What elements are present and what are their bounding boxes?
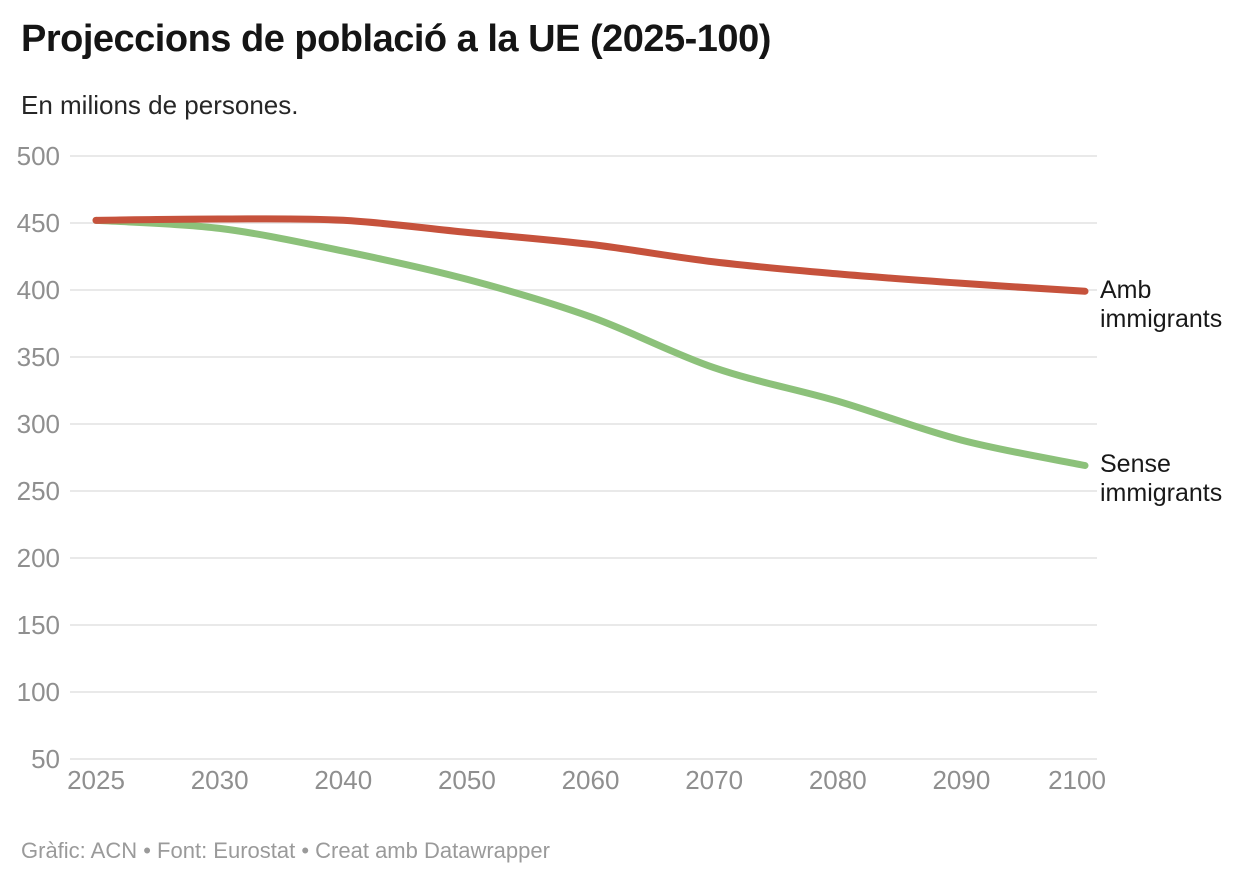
x-tick-label: 2100 (1048, 765, 1106, 795)
series-label-sense-immigrants: Sense immigrants (1100, 450, 1223, 507)
y-tick-label: 200 (17, 543, 60, 573)
x-tick-label: 2040 (314, 765, 372, 795)
y-tick-label: 300 (17, 409, 60, 439)
x-tick-label: 2050 (438, 765, 496, 795)
y-tick-label: 450 (17, 208, 60, 238)
x-tick-label: 2060 (562, 765, 620, 795)
x-tick-label: 2070 (685, 765, 743, 795)
series-label-amb-immigrants: Amb immigrants (1100, 276, 1223, 333)
y-tick-label: 350 (17, 342, 60, 372)
x-tick-label: 2025 (67, 765, 125, 795)
y-tick-label: 500 (17, 141, 60, 171)
series-line-sense-immigrants (92, 216, 1089, 469)
y-tick-label: 400 (17, 275, 60, 305)
y-tick-label: 100 (17, 677, 60, 707)
y-tick-label: 50 (31, 744, 60, 774)
x-tick-label: 2080 (809, 765, 867, 795)
series-line-amb-immigrants (92, 215, 1089, 295)
chart-title: Projeccions de població a la UE (2025-10… (21, 18, 771, 60)
chart-credit-footer: Gràfic: ACN • Font: Eurostat • Creat amb… (21, 838, 550, 863)
chart-subtitle: En milions de persones. (21, 90, 299, 120)
y-tick-label: 150 (17, 610, 60, 640)
y-tick-label: 250 (17, 476, 60, 506)
x-tick-label: 2090 (932, 765, 990, 795)
x-tick-label: 2030 (191, 765, 249, 795)
